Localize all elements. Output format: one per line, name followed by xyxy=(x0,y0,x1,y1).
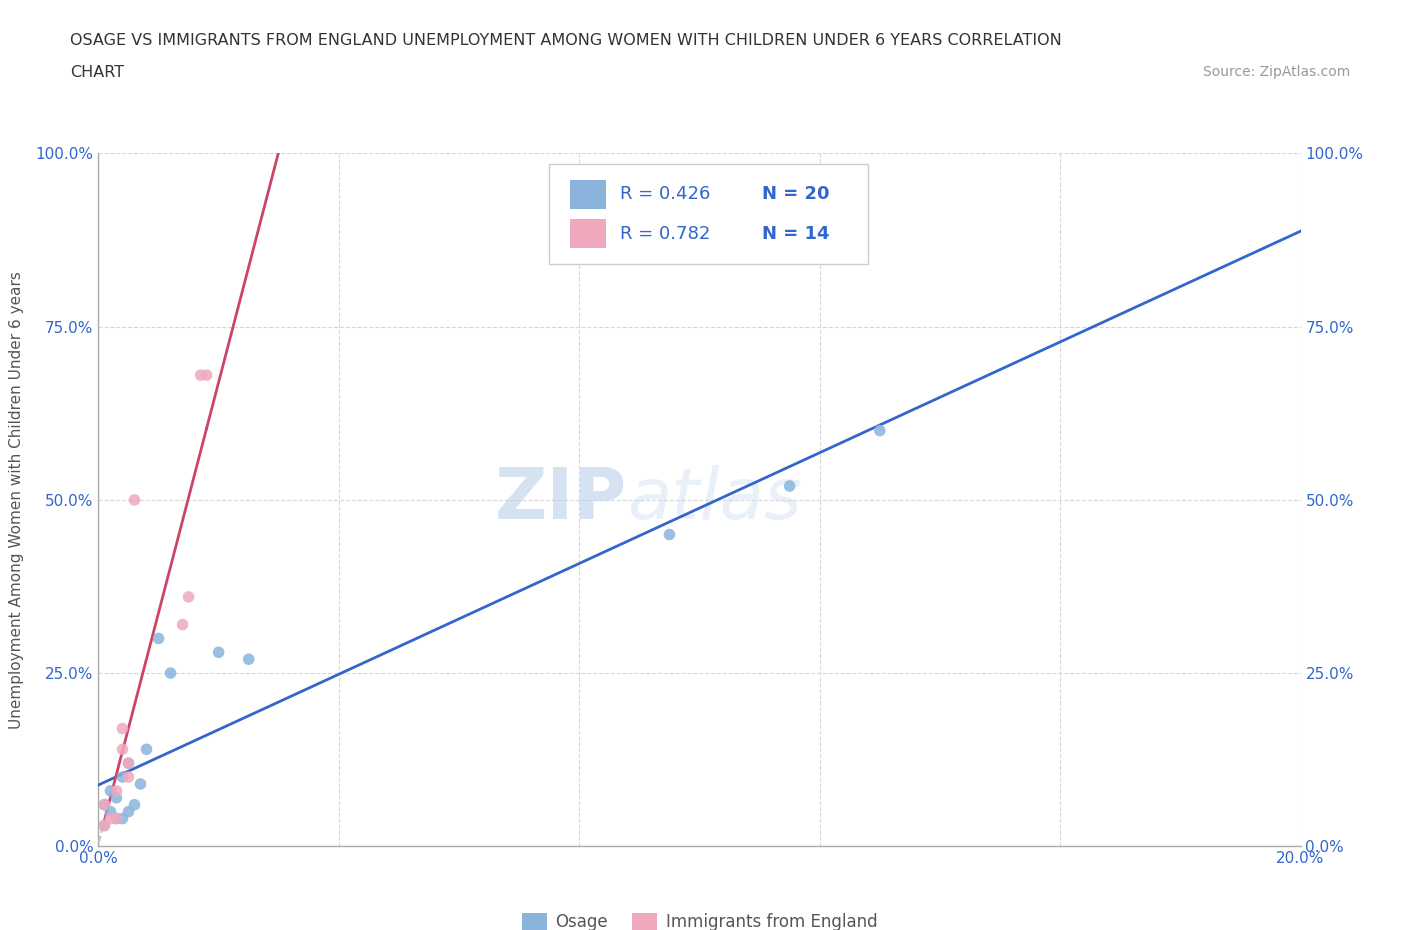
Point xyxy=(238,652,260,667)
Point xyxy=(124,493,146,508)
Point xyxy=(117,770,139,785)
Point xyxy=(100,804,122,819)
Point xyxy=(124,797,146,812)
Text: R = 0.426: R = 0.426 xyxy=(620,185,710,204)
Text: N = 20: N = 20 xyxy=(762,185,830,204)
Point xyxy=(117,804,139,819)
Text: Source: ZipAtlas.com: Source: ZipAtlas.com xyxy=(1202,65,1350,79)
Point xyxy=(105,790,128,805)
Point xyxy=(111,742,134,757)
Point xyxy=(93,818,115,833)
Point xyxy=(111,811,134,826)
Point xyxy=(208,644,231,659)
Text: atlas: atlas xyxy=(627,465,801,535)
Text: R = 0.782: R = 0.782 xyxy=(620,225,710,243)
FancyBboxPatch shape xyxy=(550,164,868,264)
Point xyxy=(117,756,139,771)
Point xyxy=(111,721,134,736)
Point xyxy=(105,811,128,826)
Point xyxy=(93,797,115,812)
Point xyxy=(159,666,181,681)
Point xyxy=(779,479,801,494)
Point xyxy=(100,783,122,798)
Point xyxy=(105,811,128,826)
Bar xyxy=(569,219,606,248)
Point xyxy=(869,423,891,438)
Point xyxy=(177,590,200,604)
Point xyxy=(658,527,681,542)
Point xyxy=(100,811,122,826)
Point xyxy=(190,367,212,382)
Y-axis label: Unemployment Among Women with Children Under 6 years: Unemployment Among Women with Children U… xyxy=(10,271,24,729)
Point xyxy=(195,367,218,382)
Point xyxy=(93,818,115,833)
Bar xyxy=(569,179,606,209)
Point xyxy=(105,783,128,798)
Text: OSAGE VS IMMIGRANTS FROM ENGLAND UNEMPLOYMENT AMONG WOMEN WITH CHILDREN UNDER 6 : OSAGE VS IMMIGRANTS FROM ENGLAND UNEMPLO… xyxy=(70,33,1062,47)
Text: ZIP: ZIP xyxy=(495,465,627,535)
Point xyxy=(129,777,152,791)
Point xyxy=(93,797,115,812)
Point xyxy=(172,618,194,632)
Point xyxy=(117,756,139,771)
Point xyxy=(135,742,157,757)
Legend: Osage, Immigrants from England: Osage, Immigrants from England xyxy=(515,907,884,930)
Text: N = 14: N = 14 xyxy=(762,225,830,243)
Point xyxy=(111,770,134,785)
Point xyxy=(148,631,170,646)
Text: CHART: CHART xyxy=(70,65,124,80)
